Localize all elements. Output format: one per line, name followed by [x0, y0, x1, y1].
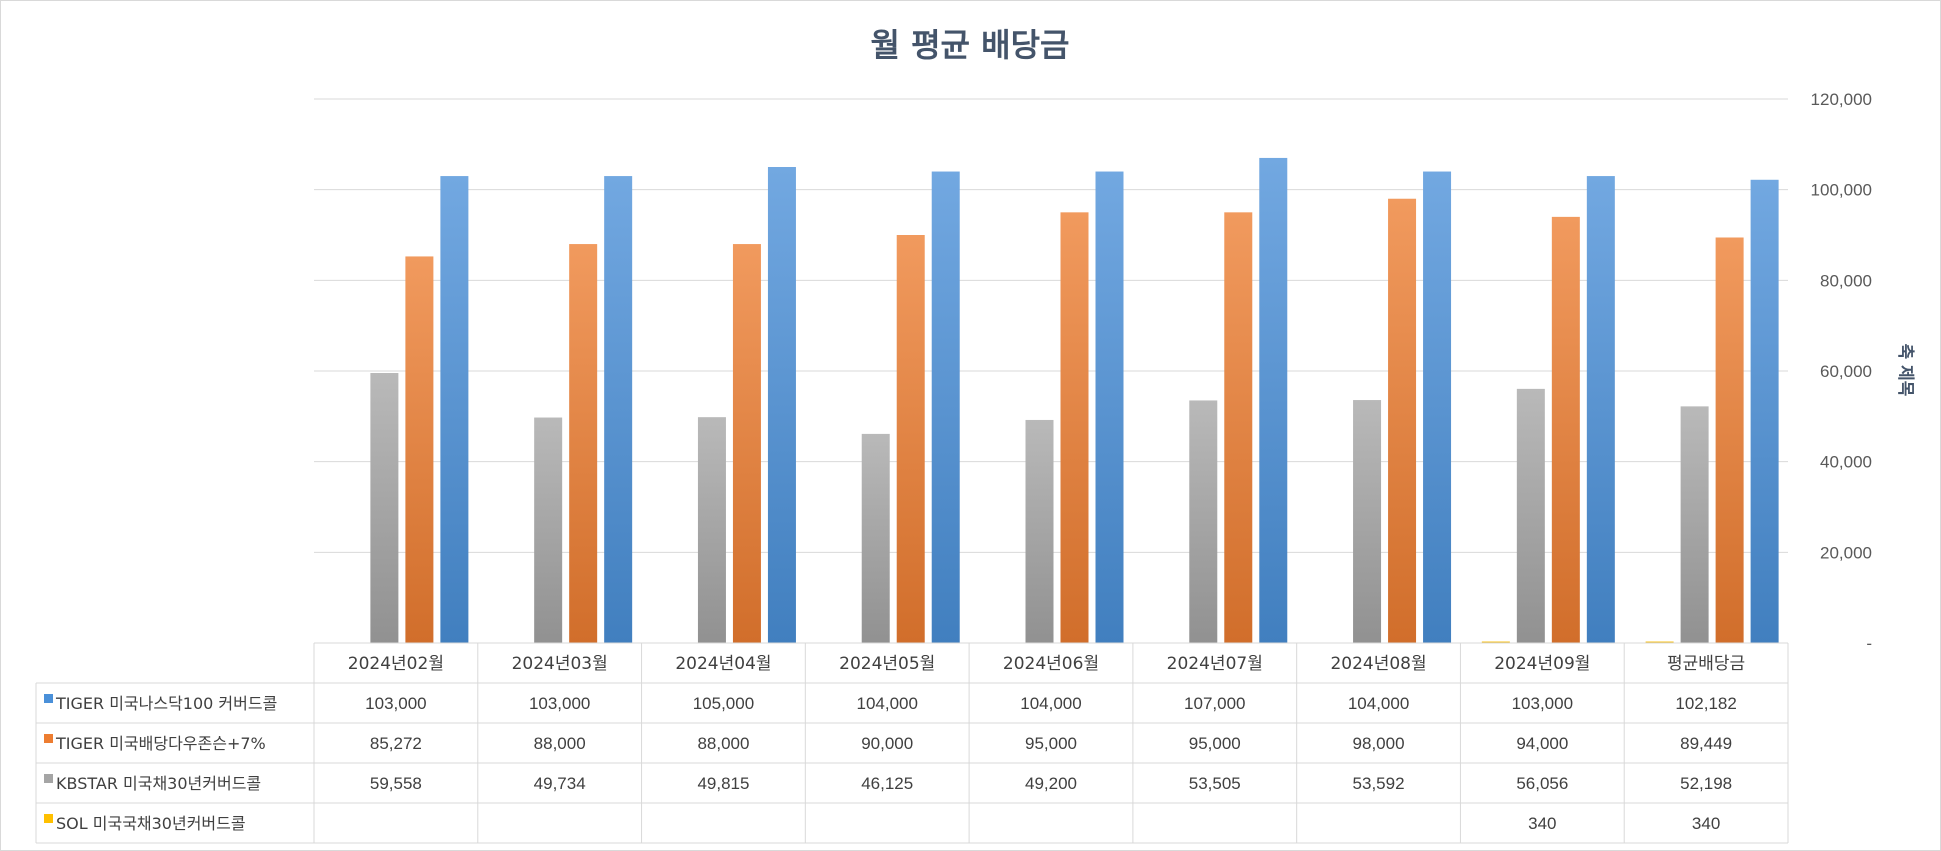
- data-label: 49,734: [534, 774, 586, 793]
- data-label: 94,000: [1516, 734, 1568, 753]
- bar: [405, 256, 434, 643]
- data-label: 105,000: [693, 694, 754, 713]
- bar: [1423, 171, 1452, 644]
- y-tick-label: 120,000: [1811, 90, 1872, 109]
- data-label: 53,505: [1189, 774, 1241, 793]
- data-label: 104,000: [856, 694, 917, 713]
- data-label: 340: [1692, 814, 1720, 833]
- category-label: 평균배당금: [1667, 654, 1745, 674]
- data-label: 98,000: [1353, 734, 1405, 753]
- data-label: 340: [1528, 814, 1556, 833]
- bar: [1025, 419, 1054, 643]
- data-table: 2024년02월 2024년03월 2024년04월 2024년05월 2024년06월…: [35, 642, 1789, 844]
- data-label: 52,198: [1680, 774, 1732, 793]
- y-axis-ticks: - 20,000 40,000 60,000 80,000 100,000 120,000: [1811, 90, 1872, 653]
- data-label: 89,449: [1680, 734, 1732, 753]
- category-label: 2024년05월: [839, 654, 935, 674]
- data-label: 104,000: [1348, 694, 1409, 713]
- data-label: 107,000: [1184, 694, 1245, 713]
- category-label: 2024년07월: [1167, 654, 1263, 674]
- data-label: 103,000: [529, 694, 590, 713]
- series-name: KBSTAR 미국채30년커버드콜: [56, 774, 261, 793]
- bar: [1189, 400, 1218, 643]
- y-axis-title: 축 제목: [1895, 344, 1915, 397]
- bars: [370, 157, 1779, 644]
- data-label: 102,182: [1675, 694, 1736, 713]
- bar: [1516, 388, 1545, 643]
- data-label: 95,000: [1189, 734, 1241, 753]
- y-tick-label: 80,000: [1820, 271, 1872, 290]
- series-name: TIGER 미국배당다우존슨+7%: [55, 734, 266, 753]
- data-label: 104,000: [1020, 694, 1081, 713]
- category-label: 2024년02월: [348, 654, 444, 674]
- legend-swatch: [44, 774, 53, 783]
- y-tick-label: 60,000: [1820, 362, 1872, 381]
- bar: [1259, 157, 1288, 643]
- category-label: 2024년03월: [512, 654, 608, 674]
- bar: [370, 373, 399, 643]
- bar: [1750, 179, 1779, 643]
- bar: [1060, 212, 1089, 644]
- y-tick-label: 100,000: [1811, 181, 1872, 200]
- data-label: 88,000: [697, 734, 749, 753]
- bar: [1353, 400, 1382, 643]
- bar: [861, 433, 890, 643]
- bar: [440, 176, 469, 644]
- bar: [1680, 406, 1709, 643]
- legend-swatch: [44, 734, 53, 743]
- data-label: 88,000: [534, 734, 586, 753]
- data-label: 46,125: [861, 774, 913, 793]
- bar: [1481, 641, 1510, 643]
- data-label: 85,272: [370, 734, 422, 753]
- bar: [1095, 171, 1124, 644]
- category-label: 2024년06월: [1003, 654, 1099, 674]
- bar: [1586, 176, 1615, 644]
- data-label: 103,000: [365, 694, 426, 713]
- bar: [931, 171, 960, 644]
- bar: [1645, 641, 1674, 643]
- bar: [1551, 216, 1580, 643]
- data-label: 56,056: [1516, 774, 1568, 793]
- bar: [1224, 212, 1253, 644]
- bar: [896, 235, 925, 643]
- series-name: SOL 미국국채30년커버드콜: [56, 814, 246, 833]
- y-tick-label: -: [1866, 634, 1872, 653]
- legend-swatch: [44, 694, 53, 703]
- legend-swatch: [44, 814, 53, 823]
- bar: [569, 244, 598, 644]
- bar: [1715, 237, 1744, 643]
- series-name: TIGER 미국나스닥100 커버드콜: [55, 694, 277, 713]
- bar: [697, 417, 726, 643]
- y-tick-label: 20,000: [1820, 543, 1872, 562]
- data-label: 59,558: [370, 774, 422, 793]
- category-label: 2024년04월: [675, 654, 771, 674]
- data-label: 95,000: [1025, 734, 1077, 753]
- data-label: 103,000: [1512, 694, 1573, 713]
- data-label: 49,200: [1025, 774, 1077, 793]
- data-label: 90,000: [861, 734, 913, 753]
- category-label: 2024년09월: [1494, 654, 1590, 674]
- bar: [1388, 198, 1417, 643]
- data-label: 49,815: [697, 774, 749, 793]
- bar: [767, 167, 796, 643]
- data-label: 53,592: [1353, 774, 1405, 793]
- bar: [604, 176, 633, 644]
- bar: [534, 417, 563, 643]
- y-tick-label: 40,000: [1820, 453, 1872, 472]
- chart-title: 월 평균 배당금: [871, 26, 1070, 64]
- category-label: 2024년08월: [1330, 654, 1426, 674]
- bar: [732, 244, 761, 644]
